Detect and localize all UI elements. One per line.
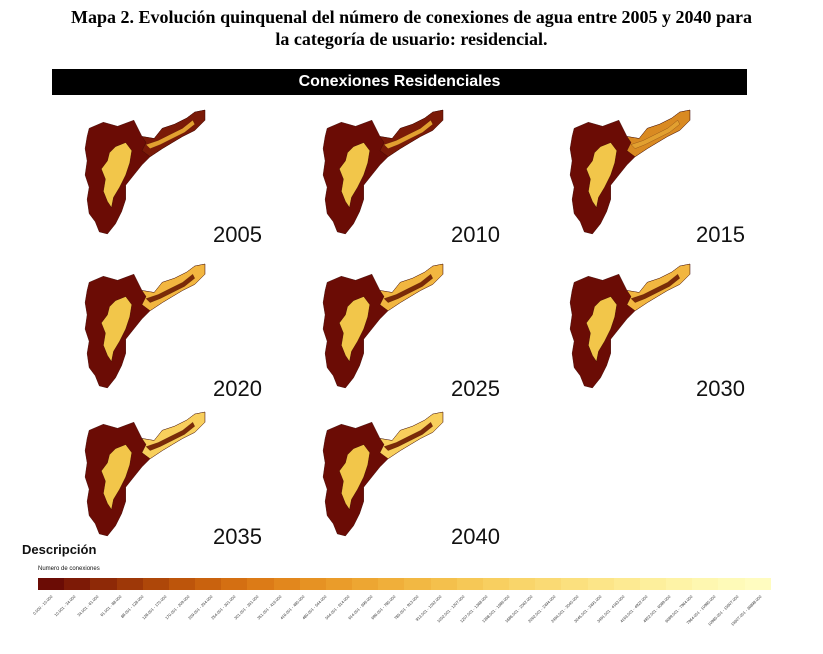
- district-corridor-road: [630, 274, 680, 303]
- choropleth-map: [84, 411, 206, 537]
- panel-year-label: 2035: [213, 524, 262, 549]
- choropleth-map: [569, 109, 691, 235]
- legend-swatch: [116, 578, 143, 590]
- legend-swatch: [509, 578, 536, 590]
- legend-swatch: [744, 578, 771, 590]
- district-corridor-road: [383, 120, 433, 149]
- district-corridor-road: [145, 274, 195, 303]
- panel-year-label: 2040: [451, 524, 500, 549]
- district-urban-core: [586, 296, 618, 363]
- panel-year-label: 2010: [451, 222, 500, 247]
- map-panel-2015: 2015: [565, 108, 745, 248]
- legend-swatch: [221, 578, 248, 590]
- map-panel-2030: 2030: [565, 262, 745, 402]
- legend-title: Descripción: [22, 542, 97, 557]
- choropleth-map: [569, 263, 691, 389]
- legend-swatch: [535, 578, 562, 590]
- district-corridor-road: [383, 274, 433, 303]
- map-panel-2010: 2010: [318, 108, 500, 248]
- legend-swatch: [142, 578, 169, 590]
- district-corridor-road: [145, 422, 195, 451]
- legend-swatch: [90, 578, 117, 590]
- legend-swatch: [613, 578, 640, 590]
- choropleth-map: [84, 109, 206, 235]
- legend-swatch: [482, 578, 510, 590]
- district-urban-core: [339, 142, 371, 209]
- choropleth-map: [322, 411, 444, 537]
- map-panel-2005: 2005: [80, 108, 262, 248]
- map-panel-2025: 2025: [318, 262, 500, 402]
- district-corridor-road: [383, 422, 433, 451]
- panel-banner: Conexiones Residenciales: [52, 69, 747, 95]
- legend-swatch: [38, 578, 65, 590]
- district-urban-core: [339, 444, 371, 511]
- map-panel-2040: 2040: [318, 410, 500, 550]
- legend-color-ramp: [38, 578, 771, 590]
- legend-tick-label: 61.001 - 88.000: [98, 594, 123, 618]
- panel-year-label: 2020: [213, 376, 262, 401]
- legend-swatch: [378, 578, 405, 590]
- legend-swatch: [195, 578, 222, 590]
- choropleth-map: [322, 109, 444, 235]
- legend-swatch: [64, 578, 91, 590]
- legend-tick-label: 34.001 - 61.000: [75, 594, 100, 618]
- legend-swatch: [325, 578, 353, 590]
- map-title-line-2: la categoría de usuario: residencial.: [275, 29, 548, 49]
- panel-year-label: 2025: [451, 376, 500, 401]
- legend-tick-label: 0.000 - 10.000: [31, 594, 54, 616]
- panel-year-label: 2005: [213, 222, 262, 247]
- map-title: Mapa 2. Evolución quinquenal del número …: [0, 6, 823, 50]
- district-urban-core: [339, 296, 371, 363]
- legend-swatch: [561, 578, 588, 590]
- panel-year-label: 2015: [696, 222, 745, 247]
- district-urban-core: [101, 142, 133, 209]
- legend-subtitle: Numero de conexiones: [38, 566, 100, 572]
- legend-swatch: [718, 578, 745, 590]
- legend-swatch: [299, 578, 326, 590]
- legend-swatch: [352, 578, 379, 590]
- legend-swatch: [456, 578, 483, 590]
- legend-tick-labels: 0.000 - 10.000 10.001 - 34.000 34.001 - 61…: [32, 594, 771, 644]
- legend-swatch: [247, 578, 274, 590]
- choropleth-map: [322, 263, 444, 389]
- district-corridor-road: [145, 120, 195, 149]
- district-urban-core: [586, 142, 618, 209]
- district-urban-core: [101, 296, 133, 363]
- legend-swatch: [273, 578, 300, 590]
- legend-swatch: [666, 578, 693, 590]
- legend-swatch: [430, 578, 457, 590]
- legend-swatch: [168, 578, 196, 590]
- legend-swatch: [587, 578, 614, 590]
- map-title-line-1: Mapa 2. Evolución quinquenal del número …: [71, 7, 752, 27]
- district-urban-core: [101, 444, 133, 511]
- map-panel-2020: 2020: [80, 262, 262, 402]
- legend-swatch: [639, 578, 667, 590]
- legend-swatch: [692, 578, 719, 590]
- choropleth-map: [84, 263, 206, 389]
- map-panel-2035: 2035: [80, 410, 262, 550]
- panel-year-label: 2030: [696, 376, 745, 401]
- legend-swatch: [404, 578, 431, 590]
- district-corridor-road: [630, 120, 680, 149]
- legend-tick-label: 10.001 - 34.000: [53, 594, 77, 618]
